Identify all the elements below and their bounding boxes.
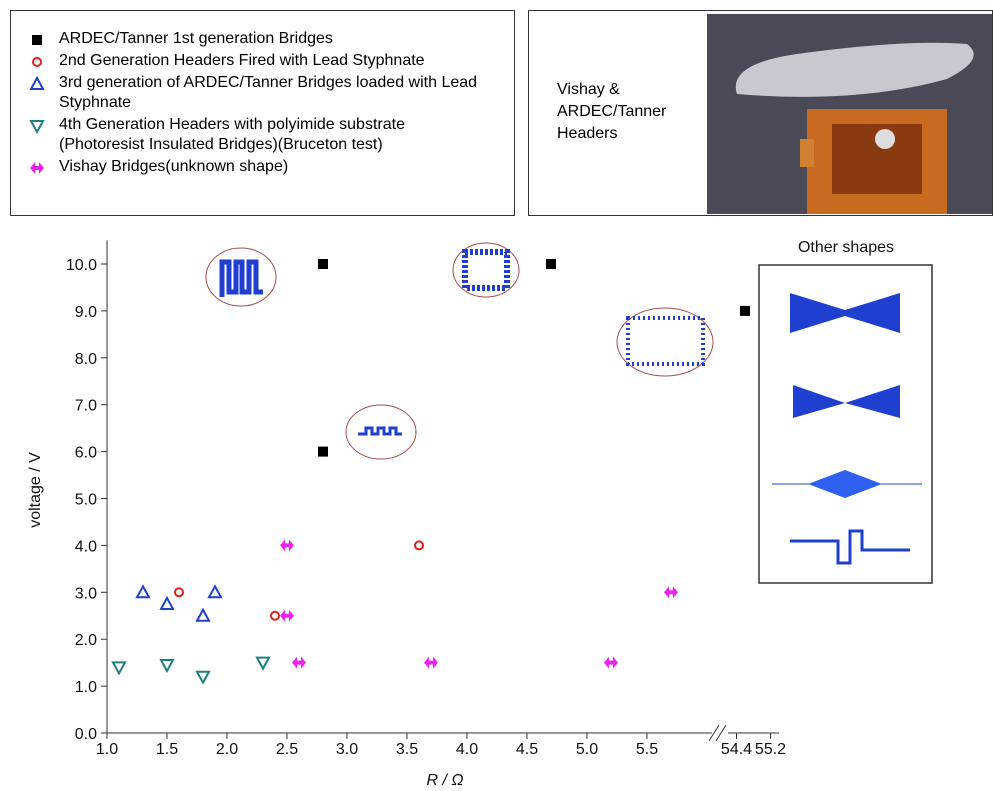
x-axis-label: R / Ω (426, 772, 463, 789)
y-tick-label: 3.0 (75, 585, 97, 602)
x-tick-label: 54.4 (721, 741, 752, 758)
y-axis-label: voltage / V (27, 452, 44, 528)
y-tick-label: 10.0 (66, 257, 97, 274)
marker (32, 35, 42, 45)
marker (280, 609, 294, 622)
axis-break (708, 724, 727, 742)
x-tick-label: 3.5 (396, 741, 418, 758)
x-tick-label: 4.0 (456, 741, 478, 758)
marker (318, 446, 328, 457)
marker (664, 586, 678, 599)
marker (546, 259, 556, 269)
marker (30, 162, 44, 174)
marker (135, 584, 151, 599)
photo-panel: Vishay & ARDEC/Tanner Headers (528, 10, 993, 216)
legend-entry: 3rd generation of ARDEC/Tanner Bridges l… (29, 73, 514, 113)
marker (292, 656, 306, 669)
legend: ARDEC/Tanner 1st generation Bridges 2nd G… (10, 10, 515, 216)
marker (29, 76, 45, 90)
x-tick-label: 4.5 (516, 741, 538, 758)
legend-label: 2nd Generation Headers Fired with Lead S… (59, 52, 425, 69)
insets (205, 242, 933, 584)
marker (414, 540, 424, 551)
y-tick-label: 0.0 (75, 726, 97, 743)
marker (604, 656, 618, 669)
marker (111, 661, 127, 676)
x-tick-label: 5.5 (636, 741, 658, 758)
legend-entry: 2nd Generation Headers Fired with Lead S… (29, 51, 514, 71)
marker (255, 656, 271, 671)
legend-label: Vishay Bridges(unknown shape) (59, 158, 289, 175)
legend-marker (30, 162, 44, 174)
x-tick-label: 3.0 (336, 741, 358, 758)
marker (195, 670, 211, 685)
legend-entry: 4th Generation Headers with polyimide su… (29, 115, 514, 155)
marker (280, 539, 294, 552)
y-tick-label: 7.0 (75, 398, 97, 415)
photo-caption: Vishay & ARDEC/Tanner Headers (557, 81, 667, 142)
x-tick-label: 1.5 (156, 741, 178, 758)
y-tick-label: 5.0 (75, 492, 97, 509)
y-tick-label: 1.0 (75, 679, 97, 696)
marker (424, 656, 438, 669)
marker (32, 57, 42, 67)
marker (740, 305, 750, 316)
y-tick-label: 4.0 (75, 538, 97, 555)
legend-label: 3rd generation of ARDEC/Tanner Bridges l… (59, 74, 478, 111)
y-tick-label: 2.0 (75, 632, 97, 649)
marker (29, 120, 45, 134)
legend-marker (29, 120, 45, 134)
marker (318, 259, 328, 269)
y-tick-label: 6.0 (75, 445, 97, 462)
legend-marker (32, 57, 42, 67)
legend-marker (32, 35, 42, 45)
photo (707, 14, 992, 214)
y-tick-label: 9.0 (75, 304, 97, 321)
marker (207, 584, 223, 599)
marker (174, 587, 184, 598)
legend-entry: Vishay Bridges(unknown shape) (29, 157, 514, 177)
legend-label: 4th Generation Headers with polyimide su… (59, 116, 405, 153)
marker (159, 595, 175, 611)
x-tick-label: 2.0 (216, 741, 238, 758)
inset-title: Other shapes (798, 239, 894, 256)
x-tick-label: 1.0 (96, 741, 118, 758)
marker (159, 658, 175, 674)
x-tick-label: 2.5 (276, 741, 298, 758)
legend-entry: ARDEC/Tanner 1st generation Bridges (29, 29, 514, 49)
legend-marker (29, 76, 45, 90)
marker (195, 607, 211, 622)
x-tick-label: 55.2 (755, 741, 786, 758)
marker (270, 610, 280, 621)
y-tick-label: 8.0 (75, 351, 97, 368)
x-tick-label: 5.0 (576, 741, 598, 758)
legend-label: ARDEC/Tanner 1st generation Bridges (59, 30, 333, 47)
